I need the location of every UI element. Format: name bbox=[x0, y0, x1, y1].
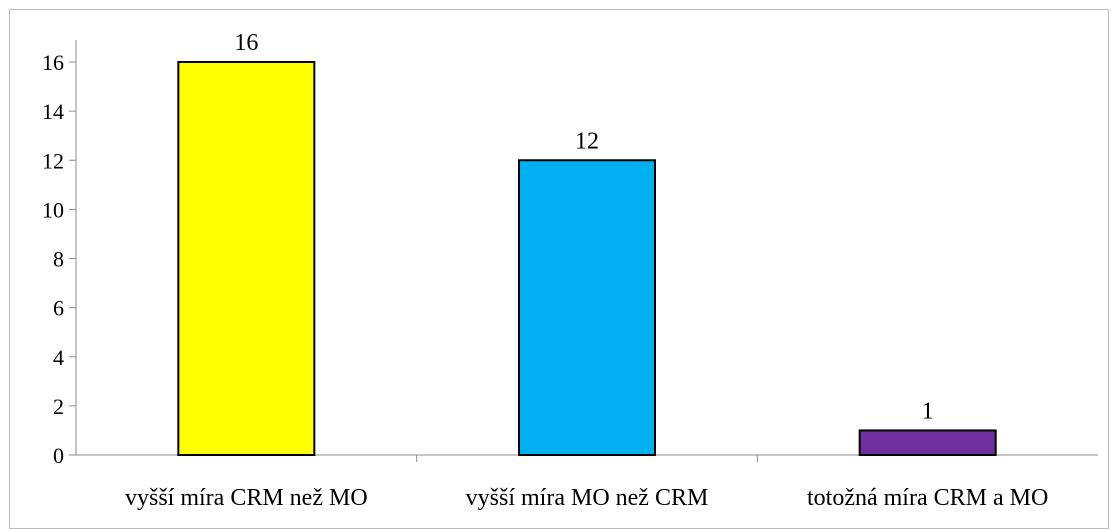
category-labels: vyšší míra CRM než MO vyšší míra MO než C… bbox=[125, 485, 1048, 511]
y-tick-label: 10 bbox=[42, 197, 64, 222]
y-tick-label: 6 bbox=[53, 296, 64, 321]
y-axis: 0 2 4 6 8 10 12 14 16 bbox=[42, 40, 77, 468]
category-label: totožná míra CRM a MO bbox=[807, 485, 1048, 511]
bar bbox=[858, 429, 997, 456]
bar-chart: 0 2 4 6 8 10 12 14 16 16 12 1 vyšší míra CRM než M… bbox=[42, 30, 1098, 511]
data-label: 12 bbox=[575, 128, 599, 154]
y-tick-label: 14 bbox=[42, 99, 64, 124]
y-tick-label: 16 bbox=[42, 50, 64, 75]
bar bbox=[177, 61, 316, 456]
y-tick-label: 0 bbox=[53, 443, 64, 468]
y-tick-label: 2 bbox=[53, 394, 64, 419]
data-label: 1 bbox=[922, 398, 934, 424]
y-tick-label: 4 bbox=[53, 345, 64, 370]
x-axis bbox=[76, 454, 1098, 462]
y-tick-label: 8 bbox=[53, 247, 64, 272]
y-tick-label: 12 bbox=[42, 148, 64, 173]
data-label: 16 bbox=[234, 30, 258, 56]
category-label: vyšší míra MO než CRM bbox=[466, 485, 709, 511]
bars bbox=[177, 61, 997, 456]
bar bbox=[518, 159, 656, 456]
data-labels: 16 12 1 bbox=[234, 30, 933, 424]
category-label: vyšší míra CRM než MO bbox=[125, 485, 368, 511]
